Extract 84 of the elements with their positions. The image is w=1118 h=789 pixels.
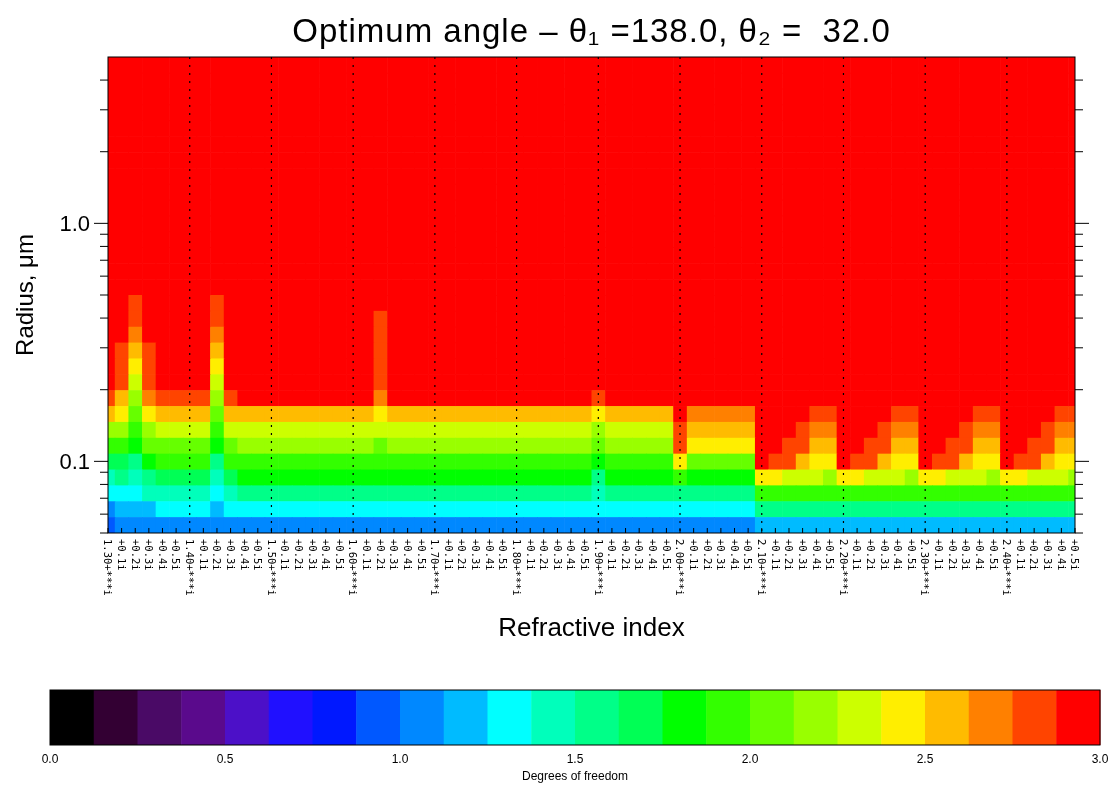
x-tick-label: +0.3i <box>551 539 564 571</box>
x-tick-label: +0.2i <box>1028 539 1041 571</box>
x-tick-label: +0.3i <box>633 539 646 571</box>
x-tick-label: +0.4i <box>320 539 333 571</box>
x-tick-label: 1.80+***i <box>510 539 523 596</box>
x-tick-label: +0.5i <box>579 539 592 571</box>
x-tick-label: +0.1i <box>606 539 619 571</box>
x-tick-label: +0.3i <box>960 539 973 571</box>
x-tick-label: +0.1i <box>933 539 946 571</box>
x-tick-label: +0.5i <box>742 539 755 571</box>
x-tick-label: +0.1i <box>687 539 700 571</box>
x-tick-label: +0.1i <box>851 539 864 571</box>
x-tick-label: 2.20+***i <box>837 539 850 596</box>
x-tick-label: +0.3i <box>306 539 319 571</box>
x-tick-label: +0.4i <box>1055 539 1068 571</box>
x-tick-label: 2.10+***i <box>756 539 769 596</box>
x-tick-label: +0.2i <box>783 539 796 571</box>
color-bar-label: 1.5 <box>566 752 584 766</box>
x-tick-label: +0.2i <box>374 539 387 571</box>
x-tick-label: +0.4i <box>156 539 169 571</box>
x-tick-label: +0.3i <box>388 539 401 571</box>
x-tick-label: +0.2i <box>211 539 224 571</box>
x-tick-label: +0.4i <box>401 539 414 571</box>
y-tick-label: 0.1 <box>59 449 90 475</box>
x-tick-label: +0.3i <box>1042 539 1055 571</box>
x-tick-label: 1.70+***i <box>429 539 442 596</box>
color-bar-label: 1.0 <box>391 752 409 766</box>
x-tick-label: +0.4i <box>647 539 660 571</box>
x-tick-label: +0.5i <box>987 539 1000 571</box>
color-bar-label: 2.5 <box>916 752 934 766</box>
x-tick-label: +0.3i <box>143 539 156 571</box>
x-tick-label: 1.40+***i <box>184 539 197 596</box>
color-bar-label: 2.0 <box>741 752 759 766</box>
x-tick-label: 1.50+***i <box>265 539 278 596</box>
x-tick-label: +0.2i <box>293 539 305 571</box>
x-tick-label: +0.3i <box>878 539 891 571</box>
x-tick-label: +0.4i <box>810 539 823 571</box>
x-tick-label: +0.1i <box>769 539 782 571</box>
x-tick-label: +0.4i <box>728 539 741 571</box>
x-tick-label: +0.2i <box>701 539 714 571</box>
x-tick-label: +0.5i <box>905 539 918 571</box>
x-tick-label: +0.5i <box>170 539 183 571</box>
y-axis-title: Radius, μm <box>11 234 38 356</box>
x-tick-label: +0.2i <box>129 539 142 571</box>
x-tick-label: +0.5i <box>497 539 510 571</box>
x-tick-label: +0.1i <box>442 539 455 571</box>
x-tick-label: +0.2i <box>619 539 632 571</box>
x-tick-label: 2.30+***i <box>919 539 932 596</box>
x-tick-label: +0.2i <box>946 539 959 571</box>
color-bar-title: Degrees of freedom <box>521 769 629 783</box>
x-tick-label: 1.90+***i <box>592 539 605 596</box>
x-tick-label: +0.4i <box>565 539 578 571</box>
x-tick-label: +0.3i <box>796 539 809 571</box>
chart-title: Optimum angle – θ₁ =138.0, θ₂ = 32.0 <box>292 12 891 49</box>
x-tick-label: +0.1i <box>361 539 374 571</box>
x-tick-label: +0.5i <box>333 539 346 571</box>
x-tick-label: +0.5i <box>1069 539 1082 571</box>
x-tick-label: +0.5i <box>824 539 837 571</box>
x-tick-label: +0.1i <box>524 539 537 571</box>
x-tick-label: +0.1i <box>197 539 210 571</box>
x-tick-label: +0.4i <box>483 539 496 571</box>
x-tick-label: 1.30+***i <box>102 539 115 596</box>
x-tick-label: +0.5i <box>252 539 265 571</box>
x-tick-label: +0.2i <box>456 539 469 571</box>
color-bar-label: 0.0 <box>41 752 59 766</box>
x-tick-label: +0.1i <box>115 539 128 571</box>
x-tick-label: +0.3i <box>715 539 728 571</box>
x-tick-label: +0.3i <box>470 539 483 571</box>
x-tick-label: +0.4i <box>973 539 986 571</box>
x-tick-label: +0.5i <box>415 539 428 571</box>
x-axis-title: Refractive index <box>498 612 685 642</box>
x-tick-label: +0.4i <box>892 539 905 571</box>
x-tick-label: +0.2i <box>538 539 551 571</box>
color-bar-label: 3.0 <box>1091 752 1109 766</box>
x-tick-label: +0.4i <box>238 539 251 571</box>
color-bar-label: 0.5 <box>216 752 234 766</box>
x-tick-label: +0.5i <box>660 539 673 571</box>
x-tick-label: 2.00+***i <box>674 539 687 596</box>
x-tick-label: +0.3i <box>224 539 237 571</box>
x-tick-label: 2.40+***i <box>1001 539 1014 596</box>
x-tick-label: 1.60+***i <box>347 539 360 596</box>
x-tick-label: +0.1i <box>1014 539 1027 571</box>
x-tick-label: +0.1i <box>279 539 292 571</box>
x-tick-label: +0.2i <box>865 539 878 571</box>
